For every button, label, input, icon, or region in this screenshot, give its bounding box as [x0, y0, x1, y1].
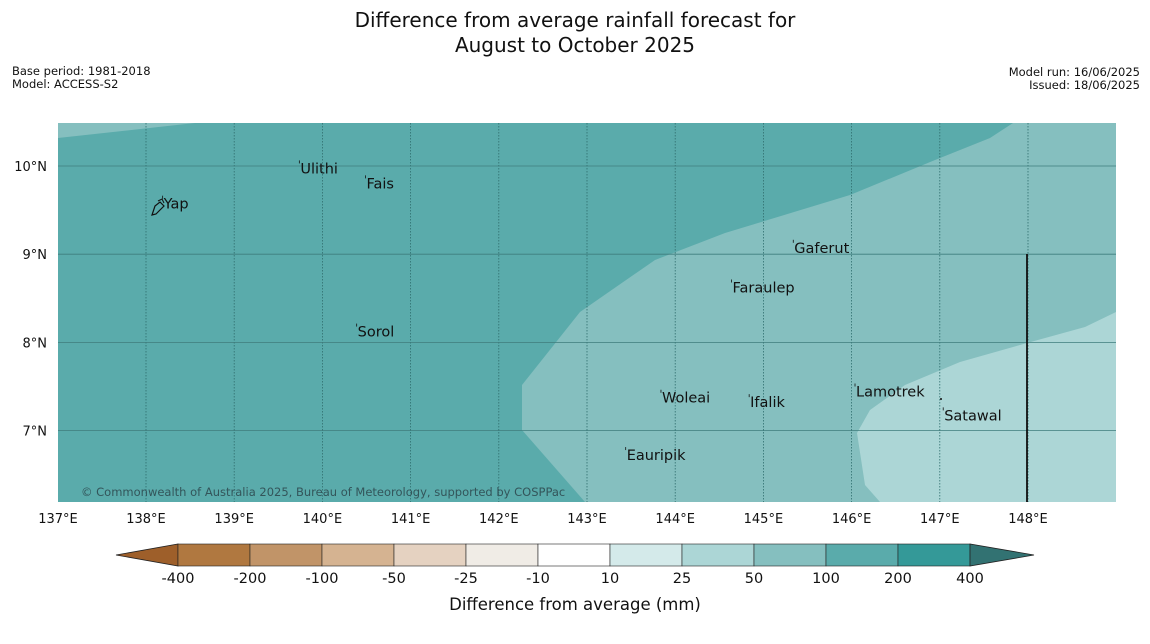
place-label: Ifalik	[750, 395, 785, 411]
place-label: Gaferut	[794, 241, 849, 257]
lon-tick-label: 141°E	[391, 512, 431, 527]
lon-tick-label: 142°E	[479, 512, 519, 527]
meta-right: Model run: 16/06/2025 Issued: 18/06/2025	[1009, 66, 1140, 92]
lat-tick-label: 10°N	[14, 160, 47, 175]
model-run-text: Model run: 16/06/2025	[1008, 65, 1140, 79]
colorbar-segment	[465, 543, 539, 567]
place-label: Sorol	[358, 325, 395, 341]
place-label: Yap	[163, 197, 189, 213]
yap-island-shape	[151, 201, 165, 216]
colorbar-segment	[681, 543, 755, 567]
colorbar-segment	[177, 543, 251, 567]
colorbar-segment	[537, 543, 611, 567]
colorbar-extend-low	[115, 543, 179, 567]
title-line-1: Difference from average rainfall forecas…	[354, 8, 796, 32]
colorbar-segment	[753, 543, 827, 567]
model-text: Model: ACCESS-S2	[12, 77, 119, 91]
place-label: Fais	[367, 176, 394, 192]
lat-tick-label: 8°N	[23, 336, 48, 351]
colorbar-tick-label: 10	[601, 571, 619, 587]
place-label: Satawal	[944, 408, 1001, 424]
lon-tick-label: 138°E	[126, 512, 166, 527]
colorbar-extend-high	[969, 543, 1035, 567]
axis-labels: 137°E 138°E 139°E 140°E 141°E 142°E 143°E 144°E…	[14, 160, 1048, 527]
lon-tick-label: 140°E	[303, 512, 343, 527]
lon-tick-label: 137°E	[38, 512, 78, 527]
lon-tick-label: 146°E	[832, 512, 872, 527]
colorbar-tick-label: -50	[382, 571, 406, 587]
place-label: Woleai	[662, 391, 710, 407]
place-label: Eauripik	[627, 448, 686, 464]
colorbar-tick-label: 50	[745, 571, 763, 587]
colorbar-tick-label: -10	[526, 571, 550, 587]
colorbar-tick-label: 400	[956, 571, 984, 587]
lamotrek-marker	[940, 398, 942, 400]
lon-tick-label: 143°E	[567, 512, 607, 527]
place-labels: Ulithi Fais Yap Gaferut Faraulep Sorol Lamotre…	[162, 160, 1002, 464]
place-label: Lamotrek	[856, 385, 925, 401]
colorbar-segment	[825, 543, 899, 567]
map-title: Difference from average rainfall forecas…	[0, 8, 1150, 58]
colorbar-tick-label: 200	[884, 571, 912, 587]
colorbar: -400 -200 -100 -50 -25 -10 10 25 50 100 200 400	[115, 543, 1035, 587]
colorbar-tick-label: -400	[162, 571, 195, 587]
colorbar-tick-label: -100	[306, 571, 339, 587]
colorbar-tick-label: 25	[673, 571, 691, 587]
base-period-text: Base period: 1981-2018	[12, 64, 151, 78]
issued-text: Issued: 18/06/2025	[1029, 78, 1140, 92]
colorbar-label: Difference from average (mm)	[449, 595, 701, 614]
colorbar-tick-label: 100	[812, 571, 840, 587]
colorbar-segment	[321, 543, 395, 567]
colorbar-segment	[609, 543, 683, 567]
meta-left: Base period: 1981-2018 Model: ACCESS-S2	[12, 65, 151, 91]
colorbar-segment	[897, 543, 971, 567]
lon-tick-label: 147°E	[920, 512, 960, 527]
yap-island-detail	[157, 198, 165, 204]
title-line-2: August to October 2025	[454, 33, 696, 57]
place-label: Faraulep	[733, 280, 795, 296]
lon-tick-label: 148°E	[1008, 512, 1048, 527]
colorbar-tick-label: -25	[454, 571, 478, 587]
lon-tick-label: 139°E	[214, 512, 254, 527]
lat-tick-label: 9°N	[23, 248, 48, 263]
colorbar-segment	[249, 543, 323, 567]
zone-50-100-northwest	[58, 123, 195, 138]
copyright-text: © Commonwealth of Australia 2025, Bureau…	[81, 485, 565, 499]
lon-tick-label: 145°E	[744, 512, 784, 527]
graticule	[58, 123, 1116, 502]
zone-25-50-southeast	[857, 312, 1116, 502]
place-label: Ulithi	[300, 161, 338, 177]
colorbar-segment	[393, 543, 467, 567]
colorbar-tick-label: -200	[234, 571, 267, 587]
lat-tick-label: 7°N	[23, 425, 48, 440]
lon-tick-label: 144°E	[655, 512, 695, 527]
